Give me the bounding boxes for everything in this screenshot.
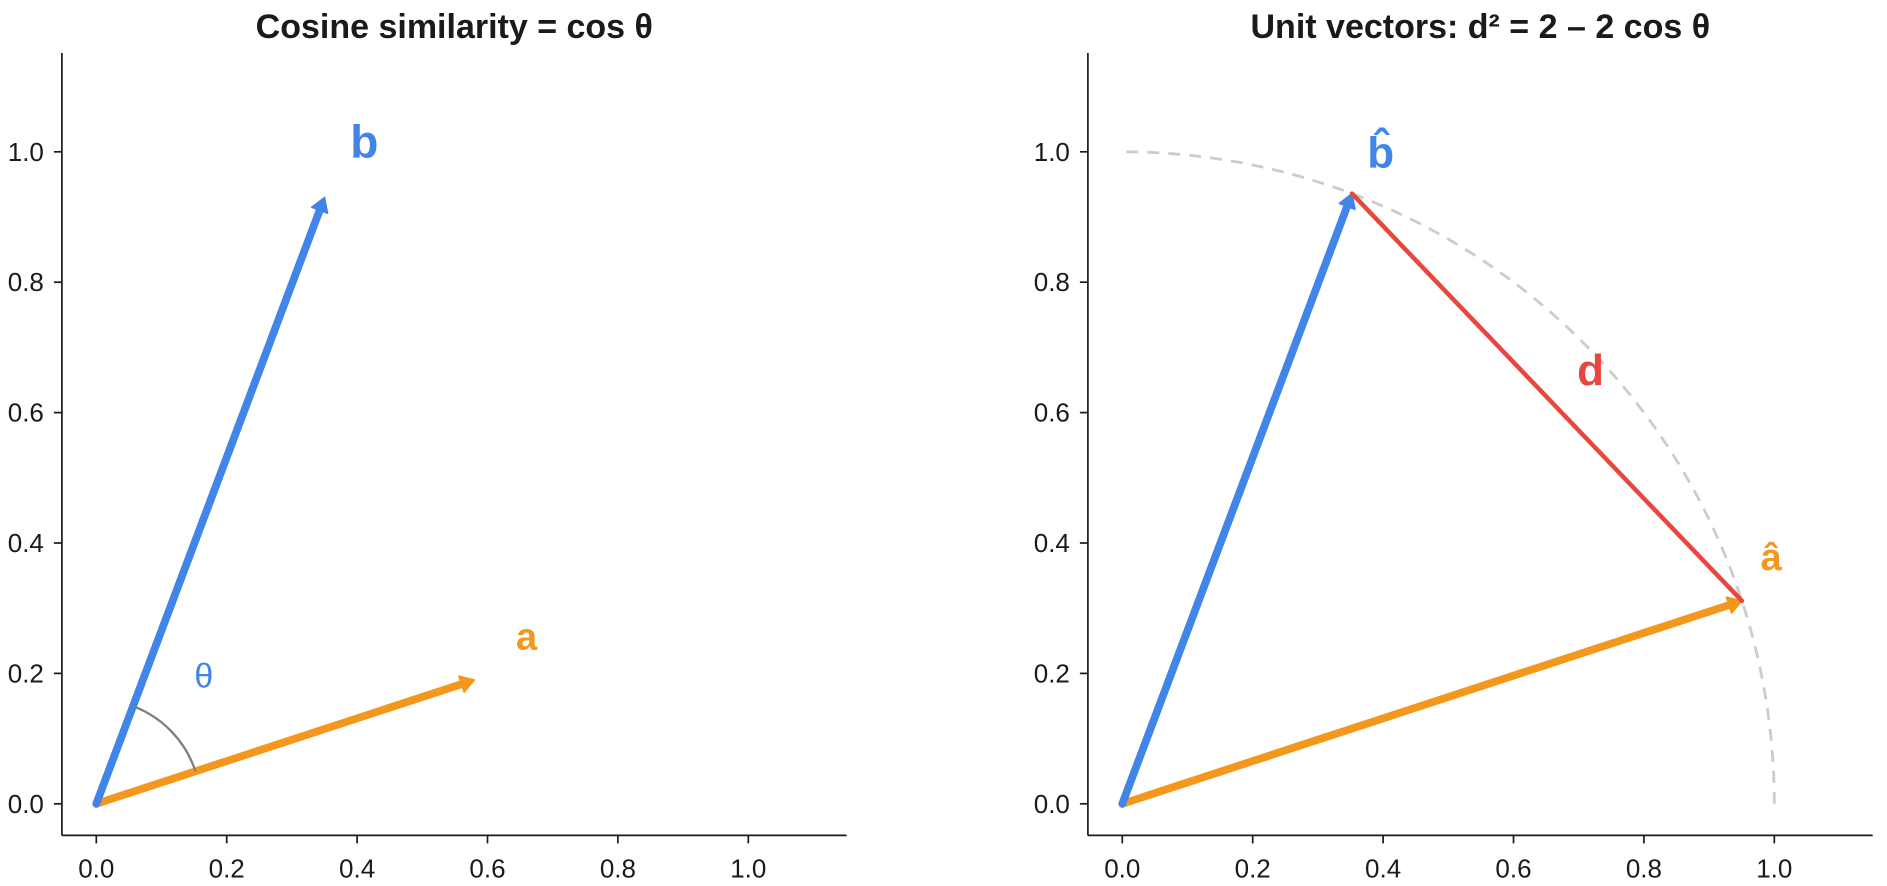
svg-text:0.6: 0.6: [1495, 853, 1531, 883]
svg-text:0.0: 0.0: [78, 853, 114, 883]
svg-text:0.6: 0.6: [8, 398, 44, 428]
svg-text:0.6: 0.6: [469, 853, 505, 883]
svg-text:0.2: 0.2: [1034, 658, 1070, 688]
svg-text:0.8: 0.8: [8, 267, 44, 297]
svg-text:Unit vectors: d² = 2 – 2 cos θ: Unit vectors: d² = 2 – 2 cos θ: [1251, 8, 1711, 46]
svg-text:â: â: [1761, 537, 1783, 579]
svg-text:0.8: 0.8: [1034, 267, 1070, 297]
svg-text:1.0: 1.0: [1756, 853, 1792, 883]
svg-text:0.4: 0.4: [1034, 528, 1070, 558]
svg-text:0.2: 0.2: [209, 853, 245, 883]
svg-text:0.0: 0.0: [8, 789, 44, 819]
svg-text:1.0: 1.0: [730, 853, 766, 883]
svg-text:0.8: 0.8: [1626, 853, 1662, 883]
svg-text:d: d: [1577, 346, 1604, 395]
svg-text:0.0: 0.0: [1104, 853, 1140, 883]
svg-text:1.0: 1.0: [8, 137, 44, 167]
svg-text:0.6: 0.6: [1034, 398, 1070, 428]
svg-text:0.2: 0.2: [1235, 853, 1271, 883]
svg-text:0.4: 0.4: [1365, 853, 1401, 883]
svg-text:a: a: [516, 616, 538, 658]
svg-text:0.4: 0.4: [339, 853, 375, 883]
svg-text:0.8: 0.8: [600, 853, 636, 883]
svg-text:0.2: 0.2: [8, 658, 44, 688]
svg-text:b̂: b̂: [1367, 126, 1394, 178]
svg-text:b: b: [350, 116, 378, 168]
svg-text:0.0: 0.0: [1034, 789, 1070, 819]
svg-text:1.0: 1.0: [1034, 137, 1070, 167]
svg-text:θ: θ: [194, 658, 213, 696]
svg-text:0.4: 0.4: [8, 528, 44, 558]
svg-text:Cosine similarity = cos θ: Cosine similarity = cos θ: [256, 8, 653, 46]
